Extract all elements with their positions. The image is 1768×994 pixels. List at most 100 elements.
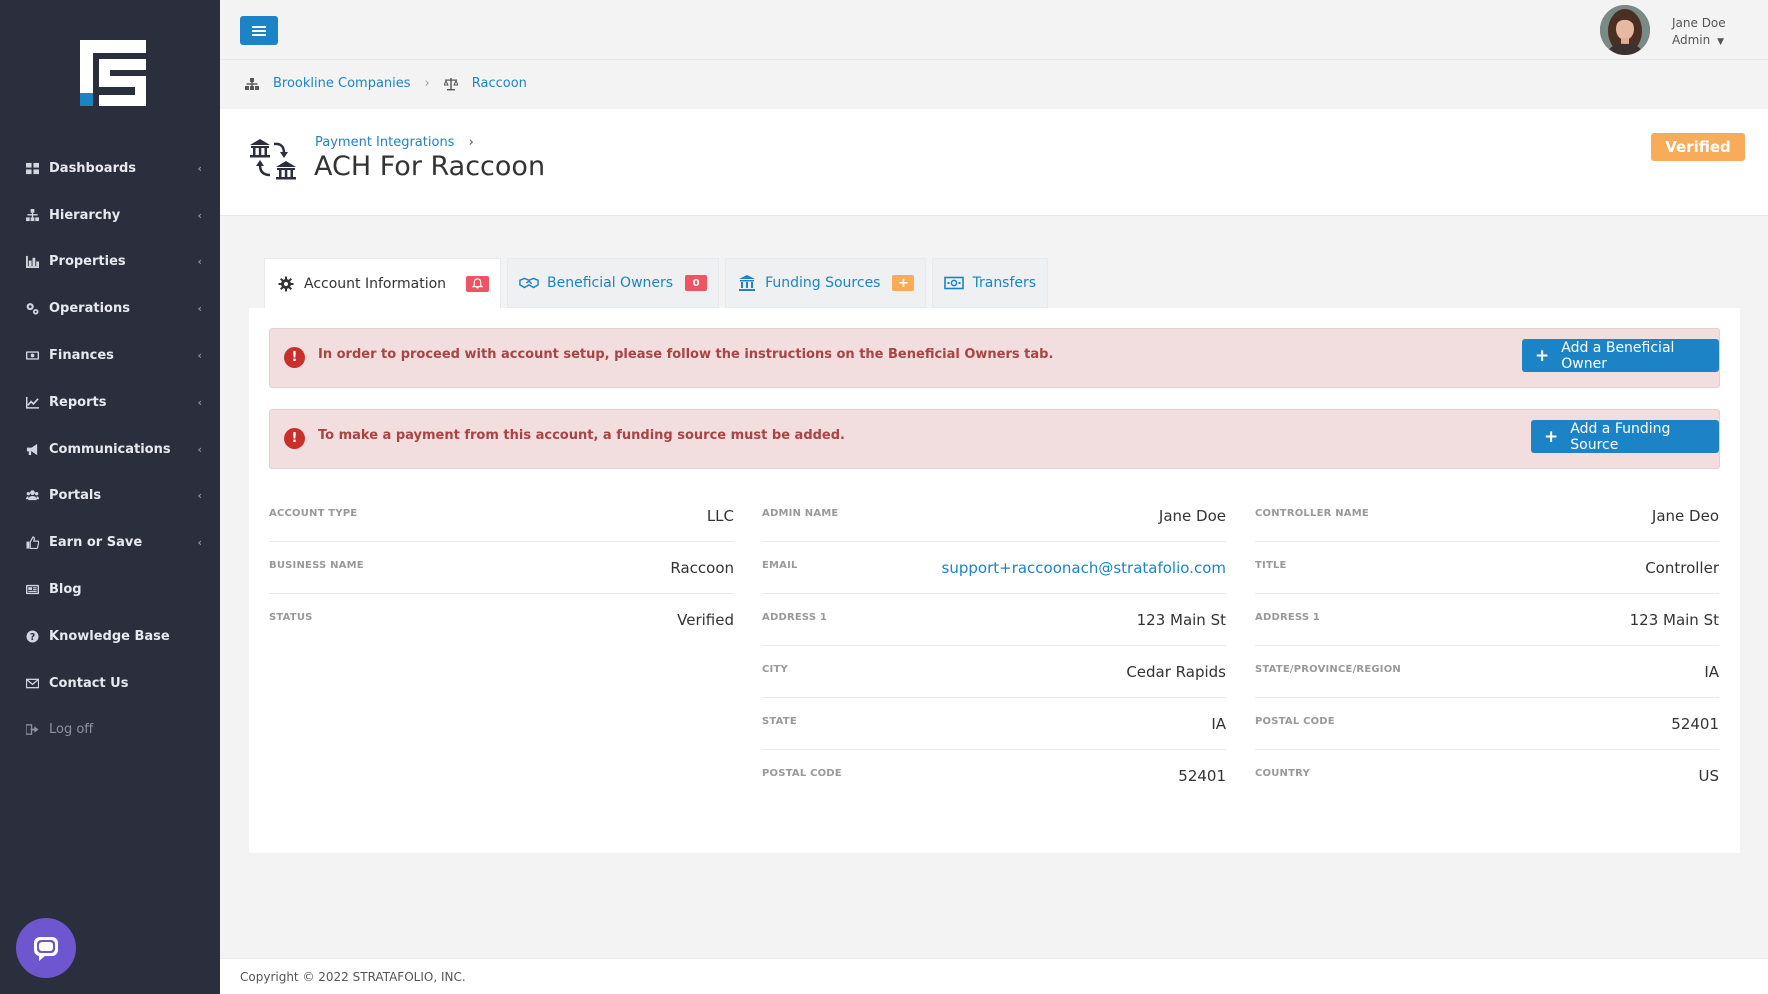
sidebar-item-blog[interactable]: Blog	[0, 566, 220, 613]
plus-icon: +	[1535, 345, 1550, 366]
sign-out-icon	[25, 723, 39, 737]
sidebar-item-reports[interactable]: Reports ‹	[0, 379, 220, 426]
newspaper-icon	[25, 583, 39, 597]
user-role-dropdown[interactable]: Admin ▼	[1672, 33, 1724, 47]
hierarchy-icon	[25, 208, 39, 222]
users-icon	[25, 489, 39, 503]
stratafolio-logo[interactable]	[80, 40, 146, 106]
page-title: ACH For Raccoon	[314, 151, 546, 182]
breadcrumb-separator-icon: ›	[424, 76, 430, 91]
chevron-left-icon: ‹	[197, 395, 202, 409]
menu-toggle-button[interactable]	[240, 16, 278, 45]
tab-transfers[interactable]: Transfers	[932, 258, 1049, 308]
sidebar-item-contact-us[interactable]: Contact Us	[0, 660, 220, 707]
sidebar-item-communications[interactable]: Communications ‹	[0, 426, 220, 473]
sidebar-item-dashboards[interactable]: Dashboards ‹	[0, 145, 220, 192]
detail-label: POSTAL CODE	[1255, 716, 1335, 727]
hamburger-icon	[252, 25, 266, 36]
detail-value: Verified	[677, 611, 734, 629]
button-label: Add a Funding Source	[1570, 420, 1671, 453]
detail-value: Jane Deo	[1651, 507, 1719, 525]
avatar[interactable]	[1600, 5, 1650, 55]
detail-label: ADMIN NAME	[762, 508, 839, 519]
detail-label: STATE	[762, 716, 797, 727]
payment-integrations-link[interactable]: Payment Integrations	[315, 135, 455, 150]
sidebar-item-portals[interactable]: Portals ‹	[0, 473, 220, 520]
tab-label: Beneficial Owners	[547, 275, 674, 291]
detail-row: ADDRESS 1 123 Main St	[1255, 594, 1719, 646]
sidebar-item-label: Communications	[49, 441, 171, 457]
detail-label: POSTAL CODE	[762, 768, 842, 779]
topbar: Jane Doe Admin ▼	[220, 0, 1768, 60]
breadcrumb-company-link[interactable]: Brookline Companies	[273, 76, 411, 91]
sidebar-item-properties[interactable]: Properties ‹	[0, 239, 220, 286]
gear-icon	[276, 275, 296, 293]
alert-message: In order to proceed with account setup, …	[318, 347, 1054, 362]
ach-transfer-icon	[250, 139, 296, 180]
chevron-left-icon: ‹	[197, 255, 202, 269]
tab-beneficial-owners[interactable]: Beneficial Owners 0	[507, 258, 720, 308]
header-subtitle: Payment Integrations ›	[315, 135, 474, 150]
exclamation-circle-icon: !	[284, 428, 305, 449]
detail-value: Controller	[1645, 559, 1719, 577]
detail-row: ADMIN NAME Jane Doe	[762, 490, 1226, 542]
detail-value: 52401	[1178, 767, 1226, 785]
alert-message: To make a payment from this account, a f…	[318, 428, 845, 443]
svg-text:?: ?	[29, 632, 34, 643]
chevron-left-icon: ‹	[197, 161, 202, 175]
sidebar-item-earn-or-save[interactable]: Earn or Save ‹	[0, 519, 220, 566]
detail-row: CONTROLLER NAME Jane Deo	[1255, 490, 1719, 542]
beneficial-owner-alert: ! In order to proceed with account setup…	[269, 328, 1720, 388]
bank-icon	[737, 274, 757, 292]
sidebar-item-log-off[interactable]: Log off	[0, 707, 220, 754]
add-funding-source-button[interactable]: + Add a Funding Source	[1531, 420, 1719, 453]
detail-label: STATUS	[269, 612, 313, 623]
tab-account-information[interactable]: Account Information	[264, 258, 502, 309]
handshake-icon	[519, 274, 539, 292]
tab-funding-sources[interactable]: Funding Sources +	[725, 258, 927, 308]
detail-row: ADDRESS 1 123 Main St	[762, 594, 1226, 646]
sidebar-item-label: Earn or Save	[49, 535, 143, 551]
money-icon	[25, 349, 39, 363]
detail-row: COUNTRY US	[1255, 750, 1719, 802]
funding-source-alert: ! To make a payment from this account, a…	[269, 409, 1720, 469]
detail-label: STATE/PROVINCE/REGION	[1255, 664, 1401, 675]
detail-value: IA	[1211, 715, 1226, 733]
thumbs-up-icon	[25, 536, 39, 550]
tab-add-badge: +	[892, 275, 915, 291]
detail-row: STATE/PROVINCE/REGION IA	[1255, 646, 1719, 698]
sidebar-item-hierarchy[interactable]: Hierarchy ‹	[0, 192, 220, 239]
chat-widget-button[interactable]	[16, 918, 76, 978]
add-beneficial-owner-button[interactable]: + Add a Beneficial Owner	[1522, 339, 1719, 372]
detail-row: POSTAL CODE 52401	[762, 750, 1226, 802]
admin-details-column: ADMIN NAME Jane Doe EMAIL support+raccoona…	[762, 490, 1226, 802]
detail-label: BUSINESS NAME	[269, 560, 364, 571]
sidebar-item-knowledge-base[interactable]: ? Knowledge Base	[0, 613, 220, 660]
email-link[interactable]: support+raccoonach@stratafolio.com	[941, 559, 1226, 577]
sidebar-item-label: Contact Us	[49, 675, 129, 691]
bell-icon	[472, 278, 484, 289]
sidebar-item-operations[interactable]: Operations ‹	[0, 285, 220, 332]
breadcrumb: Brookline Companies › Raccoon	[245, 76, 527, 91]
tab-bar: Account Information Beneficial Owners 0 …	[264, 258, 1054, 309]
detail-label: ADDRESS 1	[762, 612, 828, 623]
sidebar-item-label: Properties	[49, 254, 126, 270]
tab-count-badge: 0	[685, 275, 708, 291]
controller-details-column: CONTROLLER NAME Jane Deo TITLE Controller …	[1255, 490, 1719, 802]
detail-value: LLC	[706, 507, 734, 525]
sidebar-item-finances[interactable]: Finances ‹	[0, 332, 220, 379]
detail-row: STATUS Verified	[269, 594, 734, 646]
detail-value: IA	[1704, 663, 1719, 681]
detail-row: BUSINESS NAME Raccoon	[269, 542, 734, 594]
detail-label: CONTROLLER NAME	[1255, 508, 1369, 519]
sidebar-item-label: Finances	[49, 348, 114, 364]
detail-label: ADDRESS 1	[1255, 612, 1321, 623]
user-name: Jane Doe	[1672, 16, 1726, 30]
tab-alert-badge	[466, 275, 490, 292]
sidebar-item-label: Blog	[49, 582, 82, 598]
detail-value: 123 Main St	[1629, 611, 1719, 629]
chat-icon	[34, 937, 58, 961]
tab-label: Account Information	[304, 275, 447, 292]
breadcrumb-entity-link[interactable]: Raccoon	[471, 76, 527, 91]
detail-row: TITLE Controller	[1255, 542, 1719, 594]
